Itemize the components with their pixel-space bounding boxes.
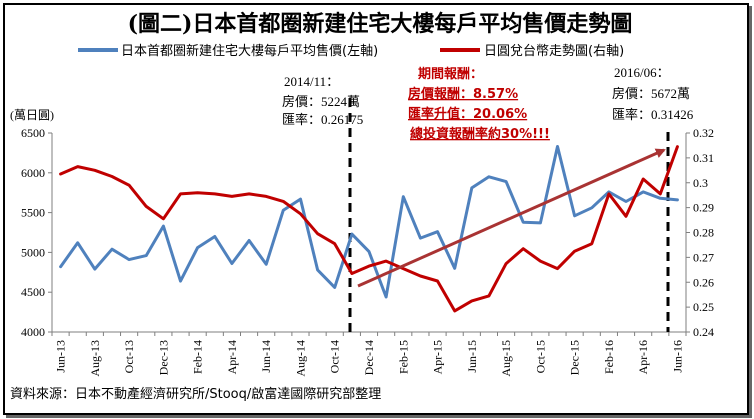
x-tick-label: Oct-15 [533,340,547,373]
annotation-returns-total: 總投資報酬率約30%!!! [410,126,550,142]
y-left-tick-label: 6500 [21,126,45,140]
y-right-tick-label: 0.31 [693,151,714,165]
x-tick-label: Apr-14 [225,340,239,374]
series-layer [59,145,679,313]
chart-frame [3,3,749,415]
y-axis-right-ticks: 0.24 0.25 0.26 0.27 0.28 0.29 0.3 0.31 0.32 [686,126,714,339]
x-tick-label: Dec-15 [568,340,582,375]
x-tick-label: Apr-16 [636,340,650,374]
x-tick-label: Jun-13 [54,340,68,373]
x-axis-ticks: Jun-13 Aug-13 Oct-13 Dec-13 Feb-14 Apr-14 Jun-… [51,332,687,377]
y-right-tick-label: 0.3 [693,176,708,190]
x-tick-label: Dec-13 [156,340,170,375]
annotation-right-rate: 匯率：0.31426 [612,107,694,122]
annotation-left-price: 房價：5224萬 [282,94,360,109]
x-tick-label: Feb-16 [602,340,616,374]
x-tick-label: Aug-13 [88,340,102,377]
legend-label-fx: 日圓兌台幣走勢圖(右軸) [484,44,624,59]
annotation-right-price: 房價：5672萬 [612,86,690,101]
annotation-2016-06: 2016/06： 房價：5672萬 匯率：0.31426 [612,65,694,122]
y-left-tick-label: 5500 [21,206,45,220]
series-line-fx [59,145,679,313]
x-tick-label: Jun-16 [670,340,684,373]
y-left-tick-label: 4500 [21,285,45,299]
y-left-tick-label: 4000 [21,325,45,339]
x-tick-label: Jun-15 [465,340,479,373]
y-axis-left-label: (萬日圓) [10,108,54,122]
x-tick-label: Dec-14 [362,340,376,375]
annotation-returns: 期間報酬： 房價報酬：8.57% 匯率升值：20.06% 總投資報酬率約30%!… [408,66,550,142]
legend: 日本首都圈新建住宅大樓每戶平均售價(左軸) 日圓兌台幣走勢圖(右軸) [78,43,624,59]
axes [51,133,687,333]
annotation-left-date: 2014/11： [284,74,339,89]
legend-label-price: 日本首都圈新建住宅大樓每戶平均售價(左軸) [121,43,378,59]
x-tick-label: Aug-15 [499,340,513,377]
annotation-2014-11: 2014/11： 房價：5224萬 匯率：0.26175 [282,74,363,127]
annotation-left-rate: 匯率：0.26175 [282,112,363,127]
x-tick-label: Oct-14 [328,340,342,373]
y-right-tick-label: 0.26 [693,275,714,289]
y-right-tick-label: 0.27 [693,250,714,264]
y-right-tick-label: 0.32 [693,126,714,140]
y-axis-left-ticks: 4000 4500 5000 5500 6000 6500 [21,126,52,339]
x-tick-label: Feb-15 [396,340,410,374]
trend-arrow [357,148,666,288]
series-line-price [59,145,679,299]
y-right-tick-label: 0.28 [693,226,714,240]
x-tick-label: Aug-14 [293,340,307,377]
annotation-right-date: 2016/06： [614,65,670,80]
annotation-returns-price: 房價報酬：8.57% [408,86,518,102]
x-tick-label: Apr-15 [431,340,445,374]
y-right-tick-label: 0.29 [693,201,714,215]
y-left-tick-label: 6000 [21,166,45,180]
annotation-returns-heading: 期間報酬： [418,66,483,82]
x-tick-label: Oct-13 [122,340,136,373]
y-left-tick-label: 5000 [21,245,45,259]
chart-title: (圖二)日本首都圈新建住宅大樓每戶平均售價走勢圖 [128,11,633,37]
y-right-tick-label: 0.25 [693,300,714,314]
y-right-tick-label: 0.24 [693,325,714,339]
x-tick-label: Feb-14 [191,340,205,374]
annotation-returns-fx: 匯率升值：20.06% [408,106,527,122]
source-note: 資料來源：日本不動產經濟研究所/Stooq/啟富達國際研究部整理 [10,386,381,402]
x-tick-label: Jun-14 [259,340,273,373]
